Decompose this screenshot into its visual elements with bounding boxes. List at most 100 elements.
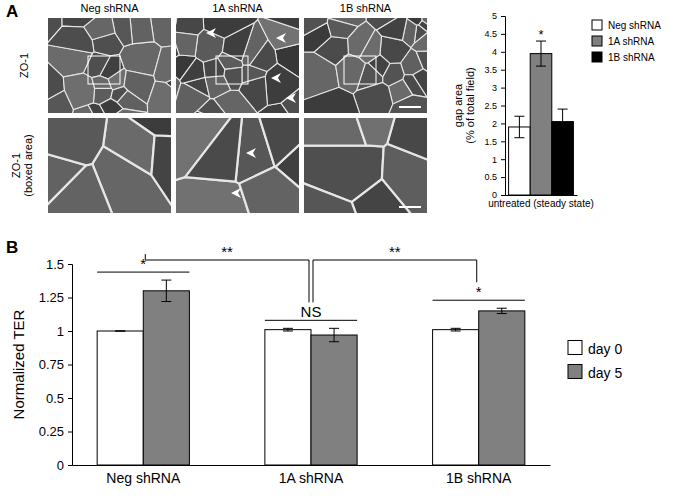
tick-mark bbox=[68, 298, 72, 299]
cell-outline bbox=[147, 81, 171, 113]
figure: ABNeg shRNA1A shRNA1B shRNAZO-1ZO-1(boxe… bbox=[0, 0, 686, 501]
cell-outline bbox=[203, 58, 225, 77]
tick: 4.5 bbox=[484, 29, 505, 39]
legend-label: 1B shRNA bbox=[608, 52, 655, 63]
plot-marks bbox=[509, 41, 574, 195]
bar bbox=[265, 330, 311, 465]
error-bar-cap bbox=[497, 308, 507, 309]
cell-outline bbox=[359, 29, 381, 63]
tick: 2.5 bbox=[484, 101, 505, 111]
cell-outline bbox=[352, 179, 427, 213]
column-label: 1B shRNA bbox=[340, 2, 392, 14]
axis-line bbox=[68, 265, 73, 466]
tick-mark bbox=[501, 141, 505, 142]
tick-label: 4.5 bbox=[484, 29, 497, 39]
bar bbox=[143, 291, 189, 465]
cell-outline bbox=[176, 118, 245, 186]
legend-swatch bbox=[568, 341, 582, 355]
arrowhead bbox=[206, 28, 216, 38]
tick-mark bbox=[68, 432, 72, 433]
plot-marks bbox=[97, 280, 525, 465]
error-bar bbox=[115, 331, 125, 332]
tick-label: 1B shRNA bbox=[446, 470, 512, 486]
error-bar bbox=[283, 328, 293, 331]
tick-mark bbox=[501, 177, 505, 178]
tick-label: 0.75 bbox=[39, 357, 64, 372]
cell-outline bbox=[336, 54, 366, 94]
chart: 00.250.50.7511.251.5Neg shRNA1A shRNA1B … bbox=[10, 243, 622, 486]
error-bar-cap bbox=[283, 328, 293, 329]
error-bar-cap bbox=[558, 134, 568, 135]
error-bar-cap bbox=[115, 331, 125, 332]
bar bbox=[311, 335, 357, 465]
cell-outline bbox=[48, 118, 109, 165]
boxed-area bbox=[216, 56, 248, 84]
cell-outline bbox=[100, 98, 123, 113]
tick-mark bbox=[501, 70, 505, 71]
significance-label: ** bbox=[389, 243, 401, 260]
significance-label: * bbox=[476, 283, 482, 300]
micrographs bbox=[28, 0, 447, 233]
scale-bar bbox=[399, 206, 421, 208]
cell-outline bbox=[304, 118, 366, 146]
y-axis: 00.511.522.533.544.55 bbox=[484, 11, 505, 200]
cell-outline bbox=[421, 18, 427, 29]
legend-label: day 5 bbox=[588, 365, 622, 381]
y-axis-title-line: (% of total field) bbox=[464, 67, 476, 143]
tick-label: 0.25 bbox=[39, 424, 64, 439]
tick-mark bbox=[501, 88, 505, 89]
error-bar-cap bbox=[329, 328, 339, 329]
significance-bracket bbox=[145, 254, 309, 302]
error-bar-stem bbox=[519, 116, 520, 137]
tick: 1 bbox=[57, 324, 72, 339]
cell-outline bbox=[180, 58, 205, 83]
tick: 4 bbox=[492, 47, 505, 57]
cell-outline bbox=[258, 18, 299, 36]
tick-mark bbox=[501, 123, 505, 124]
cell-outline bbox=[151, 136, 171, 213]
tick-label: 0.5 bbox=[46, 391, 64, 406]
micrograph bbox=[304, 18, 427, 113]
tick-label: 1 bbox=[492, 155, 497, 165]
arrowhead bbox=[276, 33, 286, 43]
tick-mark bbox=[501, 16, 505, 17]
bar bbox=[479, 311, 525, 465]
tick-mark bbox=[68, 465, 72, 466]
panel-letter: B bbox=[6, 238, 18, 257]
legend-swatch bbox=[592, 20, 602, 30]
y-axis-title: Normalized TER bbox=[10, 309, 27, 419]
tick-label: 0 bbox=[57, 458, 64, 473]
panel-letter: A bbox=[6, 2, 18, 21]
x-axis: untreated (steady state) bbox=[488, 195, 594, 209]
cell-outline bbox=[63, 73, 94, 109]
cell-outline bbox=[327, 18, 358, 38]
tick-mark bbox=[501, 52, 505, 53]
cell-outline bbox=[202, 18, 258, 38]
axis-line bbox=[501, 17, 506, 196]
error-bar-stem bbox=[562, 109, 563, 134]
error-bar-cap bbox=[283, 331, 293, 332]
error-bar-cap bbox=[497, 313, 507, 314]
annotations: * bbox=[538, 27, 543, 42]
legend: Neg shRNA1A shRNA1B shRNA bbox=[592, 20, 661, 63]
error-bar-cap bbox=[451, 331, 461, 332]
arrowhead bbox=[246, 148, 256, 158]
cell-outline bbox=[176, 32, 198, 56]
tick-mark bbox=[68, 264, 72, 265]
tick: 5 bbox=[492, 11, 505, 21]
tick: 0.5 bbox=[46, 391, 72, 406]
tick-label: 4 bbox=[492, 47, 497, 57]
cell-outline bbox=[161, 18, 171, 44]
error-bar bbox=[514, 116, 524, 137]
row-label: ZO-1 bbox=[18, 53, 30, 78]
row-label-line: (boxed area) bbox=[22, 134, 34, 196]
tick-label: 3 bbox=[492, 83, 497, 93]
error-bar-stem bbox=[501, 308, 502, 313]
column-label: 1A shRNA bbox=[212, 2, 263, 14]
significance-label: ** bbox=[221, 243, 233, 260]
error-bar-stem bbox=[541, 41, 542, 66]
error-bar bbox=[497, 308, 507, 313]
cell-outline bbox=[103, 118, 155, 175]
error-bar-cap bbox=[161, 301, 171, 302]
tick-label: 5 bbox=[492, 11, 497, 21]
